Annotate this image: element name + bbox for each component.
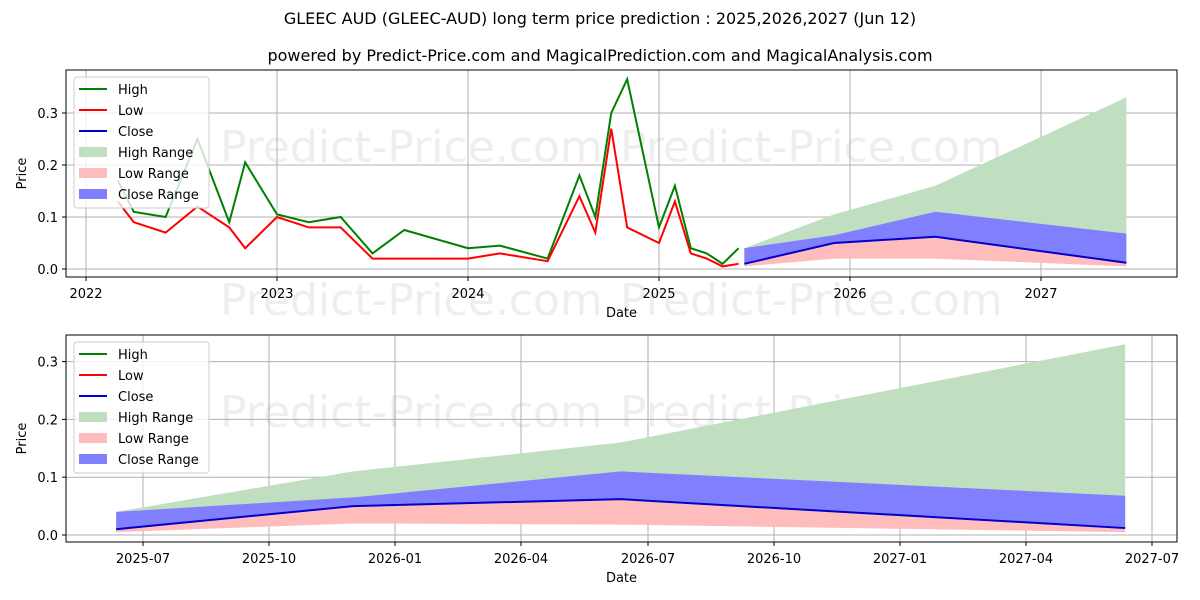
legend-box — [73, 341, 210, 474]
watermark: Predict-Price.com — [220, 275, 603, 326]
close-line — [116, 498, 1126, 531]
legend-box — [73, 76, 210, 209]
axes-frame — [65, 69, 1178, 278]
bottom-chart: Predict-Price.comPredict-Price.com0.00.1… — [15, 334, 1179, 586]
legend-swatch — [79, 454, 107, 464]
high-range-area — [116, 344, 1126, 530]
legend-swatch — [79, 433, 107, 443]
y-tick-label: 0.1 — [37, 471, 58, 486]
y-tick-label: 0.3 — [37, 107, 58, 122]
x-axis-label: Date — [606, 571, 637, 586]
x-tick-label: 2026-04 — [494, 552, 548, 567]
chart-title: GLEEC AUD (GLEEC-AUD) long term price pr… — [283, 9, 917, 28]
axes-frame — [65, 334, 1178, 543]
high-line — [116, 76, 740, 266]
legend-label: Close — [118, 125, 153, 140]
x-tick-label: 2023 — [260, 287, 293, 302]
x-axis-label: Date — [606, 306, 637, 321]
top-chart: Predict-Price.com Predict-Price.comPredic… — [15, 69, 1178, 326]
high-range-area — [744, 97, 1127, 264]
close-range-area — [744, 211, 1127, 264]
x-tick-label: 2025 — [642, 287, 675, 302]
x-tick-label: 2027-04 — [999, 552, 1053, 567]
legend: High Low Close High Range Low Range Close Ran… — [73, 341, 210, 474]
watermark: Predict-Price.com — [220, 387, 603, 438]
x-tick-label: 2022 — [69, 287, 102, 302]
y-tick-label: 0.1 — [37, 211, 58, 226]
legend-swatch — [79, 189, 107, 199]
y-tick-label: 0.2 — [37, 159, 58, 174]
legend-label: Close — [118, 390, 153, 405]
legend-label: High Range — [118, 411, 193, 426]
legend-label: High Range — [118, 146, 193, 161]
close-line — [744, 235, 1127, 265]
legend-label: Low — [118, 104, 144, 119]
watermark: Predict-Price.com — [620, 275, 1003, 326]
x-tick-label: 2026 — [833, 287, 866, 302]
x-tick-label: 2026-07 — [621, 552, 675, 567]
x-tick-label: 2026-01 — [368, 552, 422, 567]
legend-swatch — [79, 147, 107, 157]
low-range-area — [116, 499, 1126, 533]
y-tick-label: 0.2 — [37, 413, 58, 428]
x-tick-label: 2027-01 — [873, 552, 927, 567]
close-range-area — [116, 471, 1126, 530]
low-line — [117, 128, 739, 268]
legend-label: Low — [118, 369, 144, 384]
y-axis-label: Price — [15, 158, 30, 190]
y-axis-label: Price — [15, 423, 30, 455]
legend: High Low Close High Range Low Range Close Ran… — [73, 76, 210, 209]
legend-label: Close Range — [118, 188, 199, 203]
x-tick-label: 2024 — [451, 287, 484, 302]
y-tick-label: 0.0 — [37, 263, 58, 278]
legend-label: High — [118, 83, 148, 98]
x-tick-label: 2027-07 — [1125, 552, 1179, 567]
legend-swatch — [79, 412, 107, 422]
legend-swatch — [79, 168, 107, 178]
legend-label: Low Range — [118, 432, 189, 447]
y-tick-label: 0.0 — [37, 529, 58, 544]
x-tick-label: 2026-10 — [747, 552, 801, 567]
y-tick-label: 0.3 — [37, 356, 58, 371]
chart-subtitle: powered by Predict-Price.com and Magical… — [267, 46, 933, 65]
legend-label: Low Range — [118, 167, 189, 182]
x-tick-label: 2027 — [1024, 287, 1057, 302]
legend-label: High — [118, 348, 148, 363]
x-tick-label: 2025-10 — [242, 552, 296, 567]
legend-label: Close Range — [118, 453, 199, 468]
x-tick-label: 2025-07 — [116, 552, 170, 567]
low-range-area — [744, 236, 1127, 267]
